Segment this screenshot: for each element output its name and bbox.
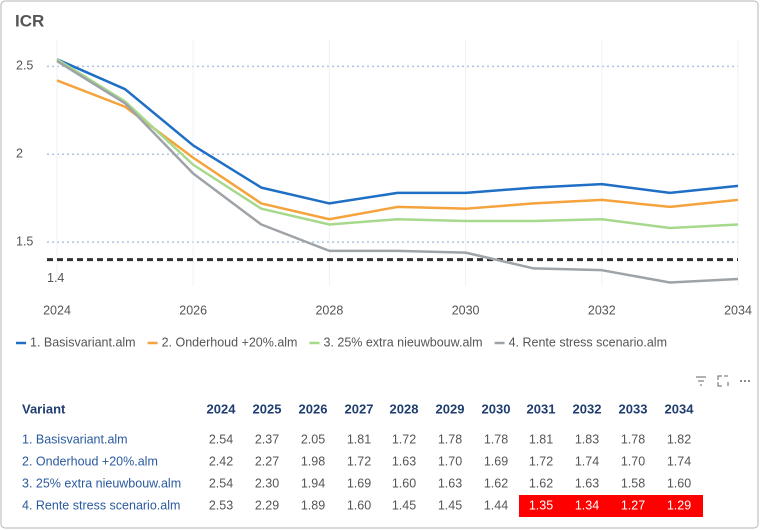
series-line [56, 60, 739, 284]
table-cell: 1.72 [529, 454, 553, 468]
table-header: Variant [22, 401, 66, 416]
table-cell: 1.78 [484, 432, 508, 446]
table-cell: 1.83 [575, 432, 599, 446]
table-cell: 2.54 [209, 432, 233, 446]
table-header: 2026 [299, 401, 328, 416]
table-cell: 1.60 [347, 498, 371, 512]
table-header: 2025 [253, 401, 282, 416]
table-cell: 1.72 [392, 432, 416, 446]
row-label: 1. Basisvariant.alm [22, 432, 128, 446]
table-cell: 1.78 [438, 432, 462, 446]
x-tick-label: 2028 [315, 303, 343, 317]
legend-label: 3. 25% extra nieuwbouw.alm [323, 335, 482, 349]
legend-label: 4. Rente stress scenario.alm [509, 335, 667, 349]
table-header: 2032 [573, 401, 602, 416]
series-line [56, 58, 739, 230]
table-cell: 1.69 [484, 454, 508, 468]
table-header: 2029 [436, 401, 465, 416]
table-cell: 2.54 [209, 476, 233, 490]
table-cell: 1.63 [575, 476, 599, 490]
table-cell: 1.78 [621, 432, 645, 446]
x-tick-label: 2034 [724, 303, 752, 317]
table-cell: 1.70 [621, 454, 645, 468]
table-cell: 1.27 [621, 498, 645, 512]
table-toolbar [696, 375, 750, 387]
table-cell: 2.29 [255, 498, 279, 512]
table-cell: 1.60 [392, 476, 416, 490]
table-cell: 1.74 [667, 454, 691, 468]
table-header: 2030 [482, 401, 511, 416]
table-cell: 1.81 [529, 432, 553, 446]
highlight-cell [657, 495, 703, 517]
reference-label: 1.4 [47, 271, 64, 285]
table-header: 2028 [390, 401, 419, 416]
table-cell: 1.63 [438, 476, 462, 490]
row-label: 4. Rente stress scenario.alm [22, 498, 180, 512]
highlight-cell [519, 495, 565, 517]
y-tick-label: 2 [16, 147, 23, 161]
table-cell: 2.27 [255, 454, 279, 468]
table-cell: 1.89 [301, 498, 325, 512]
table-header: 2034 [665, 401, 695, 416]
table-header: 2033 [619, 401, 648, 416]
series-line [56, 58, 739, 205]
table-cell: 1.70 [438, 454, 462, 468]
table-cell: 1.34 [575, 498, 599, 512]
table-cell: 1.81 [347, 432, 371, 446]
table-cell: 1.35 [529, 498, 553, 512]
highlight-cell [565, 495, 611, 517]
series-line [56, 79, 739, 221]
table-cell: 1.45 [392, 498, 416, 512]
row-label: 3. 25% extra nieuwbouw.alm [22, 476, 181, 490]
table-cell: 1.69 [347, 476, 371, 490]
table-cell: 1.98 [301, 454, 325, 468]
legend-label: 2. Onderhoud +20%.alm [162, 335, 298, 349]
expand-icon[interactable] [717, 375, 729, 387]
table-cell: 1.44 [484, 498, 508, 512]
table-cell: 1.60 [667, 476, 691, 490]
table-cell: 2.05 [301, 432, 325, 446]
x-tick-label: 2030 [452, 303, 480, 317]
table-cell: 1.74 [575, 454, 599, 468]
table-cell: 1.29 [667, 498, 691, 512]
more-icon[interactable] [740, 380, 750, 382]
table-cell: 2.30 [255, 476, 279, 490]
table-cell: 1.94 [301, 476, 325, 490]
table-cell: 2.42 [209, 454, 233, 468]
table-header: 2031 [527, 401, 556, 416]
highlight-cell [611, 495, 657, 517]
legend-label: 1. Basisvariant.alm [30, 335, 136, 349]
table-cell: 2.53 [209, 498, 233, 512]
table-cell: 1.45 [438, 498, 462, 512]
table-cell: 1.62 [484, 476, 508, 490]
table-header: 2027 [345, 401, 374, 416]
y-tick-label: 2.5 [16, 59, 33, 73]
table-cell: 1.63 [392, 454, 416, 468]
chart-title: ICR [15, 11, 44, 30]
y-tick-label: 1.5 [16, 234, 33, 248]
table-cell: 1.72 [347, 454, 371, 468]
table-cell: 1.82 [667, 432, 691, 446]
table-cell: 1.62 [529, 476, 553, 490]
table-cell: 2.37 [255, 432, 279, 446]
x-tick-label: 2024 [43, 303, 71, 317]
table-cell: 1.58 [621, 476, 645, 490]
x-tick-label: 2026 [179, 303, 207, 317]
table-header: 2024 [207, 401, 237, 416]
row-label: 2. Onderhoud +20%.alm [22, 454, 158, 468]
x-tick-label: 2032 [588, 303, 616, 317]
filter-icon[interactable] [696, 376, 706, 386]
